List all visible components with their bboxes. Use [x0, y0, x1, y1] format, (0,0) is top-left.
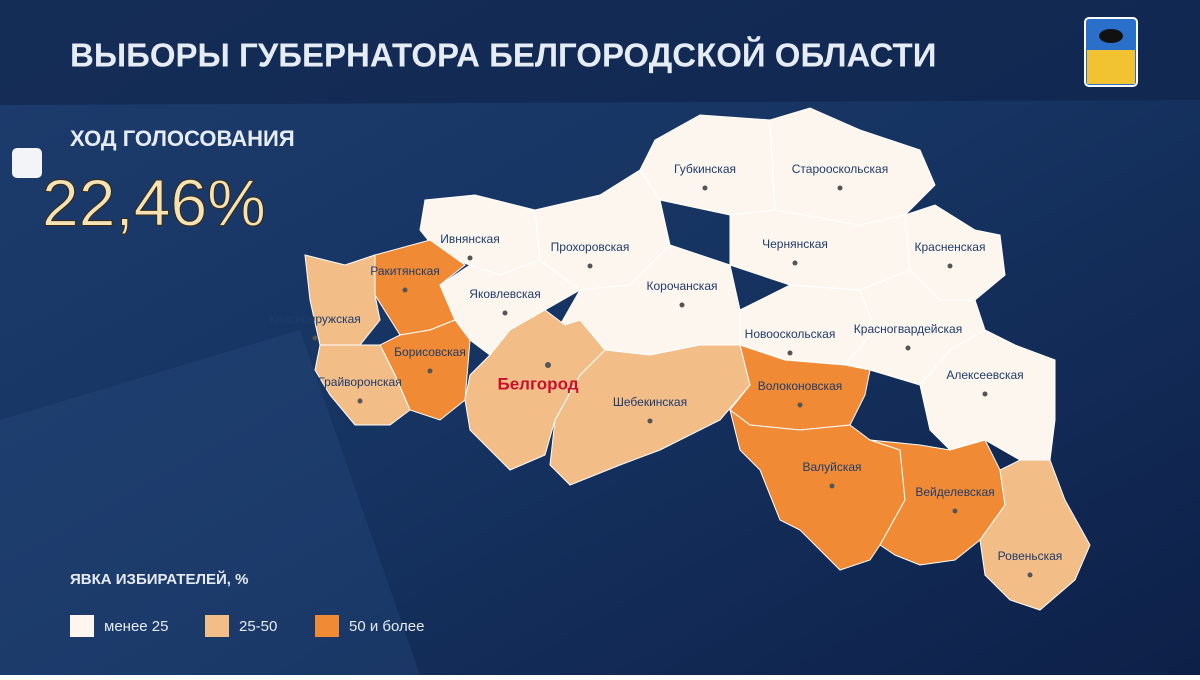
region-dot [702, 185, 708, 191]
region-label: Старооскольская [792, 162, 888, 176]
legend-swatch [315, 615, 339, 637]
region-dot [647, 418, 653, 424]
menu-button[interactable] [12, 148, 42, 178]
region-label: Корочанская [647, 279, 718, 293]
region-label: Красногвардейская [854, 322, 962, 336]
capital-dot [545, 362, 551, 368]
region-label: Краснояружская [269, 312, 361, 326]
region-dot [947, 263, 953, 269]
region-label: Новооскольская [745, 327, 836, 341]
region-dot [357, 398, 363, 404]
region-dot [312, 335, 318, 341]
region-label: Алексеевская [946, 368, 1023, 382]
legend-swatch [70, 615, 94, 637]
region-dot [1027, 572, 1033, 578]
region [979, 459, 1091, 611]
region-dot [679, 302, 685, 308]
region-dot [792, 260, 798, 266]
capital-region [464, 309, 606, 471]
turnout-value: 22,46% [42, 165, 266, 239]
region-dot [797, 402, 803, 408]
legend-label: 25-50 [239, 618, 277, 635]
header-band [0, 0, 1200, 105]
region-label: Грайворонская [318, 375, 401, 389]
coat-of-arms [1084, 17, 1138, 87]
region-label: Волоконовская [758, 379, 843, 393]
region-label: Вейделевская [915, 485, 994, 499]
title: ВЫБОРЫ ГУБЕРНАТОРА БЕЛГОРОДСКОЙ ОБЛАСТИ [70, 36, 936, 74]
region-dot [952, 508, 958, 514]
region-label: Красненская [915, 240, 986, 254]
region-dot [905, 345, 911, 351]
region-dot [427, 368, 433, 374]
region-label: Ровеньская [998, 549, 1063, 563]
region-label: Яковлевская [469, 287, 540, 301]
legend-title: ЯВКА ИЗБИРАТЕЛЕЙ, % [70, 570, 248, 588]
region-dot [402, 287, 408, 293]
region-dot [787, 350, 793, 356]
map: Губкинская Старооскольская Ивнянская Прохор… [269, 107, 1091, 611]
region-dot [829, 483, 835, 489]
region [304, 254, 381, 346]
region-label: Губкинская [674, 162, 736, 176]
region-dot [502, 310, 508, 316]
turnout-label: ХОД ГОЛОСОВАНИЯ [70, 126, 295, 151]
region-label: Валуйская [802, 460, 861, 474]
region-label: Ивнянская [440, 232, 499, 246]
region-label: Прохоровская [551, 240, 630, 254]
region-dot [982, 391, 988, 397]
region-dot [587, 263, 593, 269]
legend-swatch [205, 615, 229, 637]
region [729, 408, 906, 571]
region-dot [467, 255, 473, 261]
region [919, 329, 1056, 461]
region-label: Борисовская [394, 345, 466, 359]
region-dot [837, 185, 843, 191]
legend-label: 50 и более [349, 618, 424, 635]
region [314, 344, 411, 426]
region-label: Ракитянская [370, 264, 440, 278]
region-label: Чернянская [762, 237, 828, 251]
legend-label: менее 25 [104, 618, 168, 635]
capital-label: Белгород [497, 374, 578, 393]
decor [0, 330, 420, 675]
region [869, 439, 1006, 566]
region-label: Шебекинская [613, 395, 687, 409]
legend: менее 25 25-50 50 и более [70, 615, 424, 637]
